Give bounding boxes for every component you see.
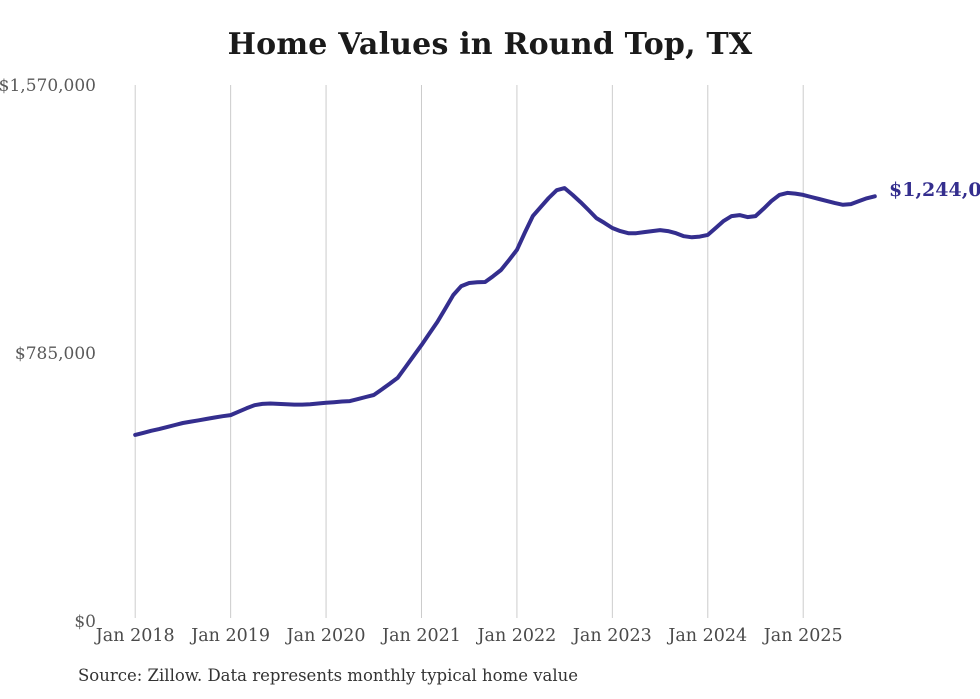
latest-value-label: $1,244,094: [889, 179, 980, 201]
x-tick-label: Jan 2021: [380, 626, 461, 646]
y-axis-labels: $0 $785,000 $1,570,000: [0, 76, 96, 632]
source-note: Source: Zillow. Data represents monthly …: [78, 666, 579, 685]
x-axis-labels: Jan 2018 Jan 2019 Jan 2020 Jan 2021 Jan 2022…: [94, 626, 843, 646]
x-tick-label: Jan 2022: [476, 626, 557, 646]
chart-title: Home Values in Round Top, TX: [227, 27, 753, 62]
y-tick-label: $0: [74, 612, 96, 632]
series-group: [133, 186, 877, 437]
x-tick-label: Jan 2024: [666, 626, 747, 646]
gridlines: [134, 85, 804, 618]
x-tick-label: Jan 2020: [285, 626, 366, 646]
x-tick-label: Jan 2019: [189, 626, 270, 646]
home-value-line: [133, 186, 877, 437]
y-tick-label: $1,570,000: [0, 76, 96, 96]
x-tick-label: Jan 2023: [571, 626, 652, 646]
x-tick-label: Jan 2025: [762, 626, 843, 646]
x-tick-label: Jan 2018: [94, 626, 175, 646]
y-tick-label: $785,000: [15, 344, 96, 364]
